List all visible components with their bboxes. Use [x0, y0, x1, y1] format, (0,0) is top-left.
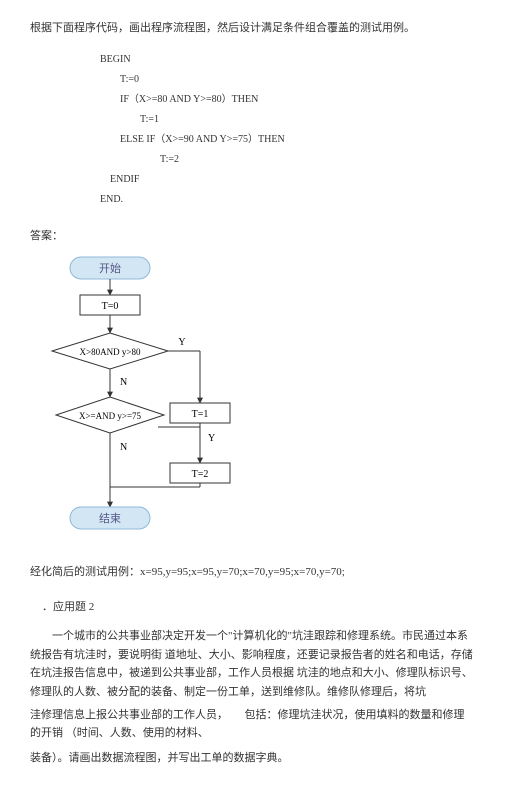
- flowchart: 开始 T=0 X>80AND y>80 Y N T=1 X>=AND y>=75…: [50, 255, 475, 552]
- c1-label: X>80AND y>80: [80, 347, 141, 357]
- code-line: T:=2: [160, 150, 475, 170]
- question-text: 根据下面程序代码，画出程序流程图，然后设计满足条件组合覆盖的测试用例。: [30, 20, 475, 38]
- code-line: BEGIN: [100, 50, 475, 70]
- section2-p1: 一个城市的公共事业部决定开发一个"计算机化的"坑洼跟踪和修理系统。市民通过本系统…: [30, 627, 475, 702]
- code-line: END.: [100, 190, 475, 210]
- code-line: ELSE IF（X>=90 AND Y>=75）THEN: [120, 130, 475, 150]
- y-label-2: Y: [208, 433, 215, 444]
- section2-p2: 洼修理信息上报公共事业部的工作人员， 包括：修理坑洼状况，使用填料的数量和修理的…: [30, 706, 475, 743]
- t2-label: T=2: [192, 469, 209, 480]
- y-label-1: Y: [178, 337, 185, 348]
- t1-label: T=1: [192, 409, 209, 420]
- n-label-2: N: [120, 442, 127, 453]
- code-line: T:=0: [120, 70, 475, 90]
- testcase-text: 经化简后的测试用例：x=95,y=95;x=95,y=70;x=70,y=95;…: [30, 564, 475, 582]
- section2-p3: 装备）。请画出数据流程图，并写出工单的数据字典。: [30, 749, 475, 768]
- code-line: T:=1: [140, 110, 475, 130]
- c2-label: X>=AND y>=75: [79, 411, 142, 421]
- flowchart-svg: 开始 T=0 X>80AND y>80 Y N T=1 X>=AND y>=75…: [50, 255, 260, 545]
- t0-label: T=0: [102, 301, 119, 312]
- end-label: 结束: [99, 512, 121, 525]
- code-line: ENDIF: [110, 170, 475, 190]
- answer-label: 答案：: [30, 228, 475, 246]
- code-line: IF（X>=80 AND Y>=80）THEN: [120, 90, 475, 110]
- n-label-1: N: [120, 377, 127, 388]
- section2-title: ．应用题 2: [42, 599, 475, 617]
- start-label: 开始: [99, 261, 121, 275]
- code-block: BEGIN T:=0 IF（X>=80 AND Y>=80）THEN T:=1 …: [100, 50, 475, 210]
